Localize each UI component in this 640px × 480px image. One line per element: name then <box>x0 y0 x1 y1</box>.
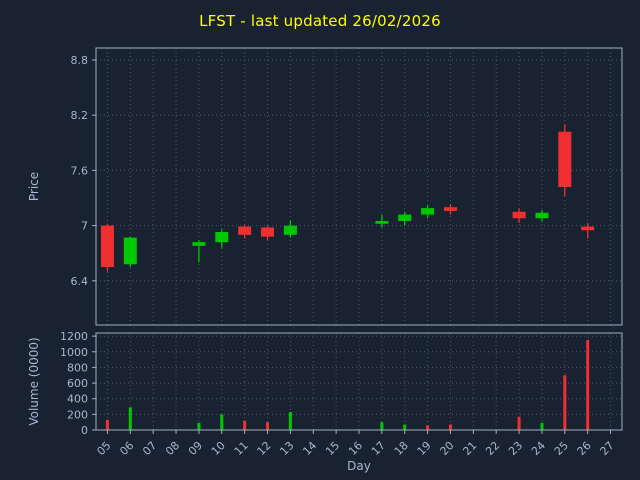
day-tick-label: 16 <box>346 439 365 458</box>
volume-tick-label: 800 <box>67 361 88 374</box>
candle-body <box>375 221 389 224</box>
volume-tick-label: 200 <box>67 408 88 421</box>
gridlines <box>106 48 612 325</box>
day-tick-label: 11 <box>232 439 251 458</box>
day-tick-label: 17 <box>369 439 388 458</box>
day-tick-label: 13 <box>277 439 296 458</box>
volume-tick-label: 1000 <box>60 346 88 359</box>
day-tick-label: 07 <box>140 439 159 458</box>
day-tick-label: 22 <box>483 439 502 458</box>
day-tick-label: 19 <box>415 439 434 458</box>
volume-bar <box>517 416 521 430</box>
volume-bar <box>380 422 384 430</box>
day-tick-label: 08 <box>163 439 182 458</box>
candle-body <box>238 226 252 235</box>
candle-body <box>283 225 297 235</box>
day-tick-label: 25 <box>552 439 571 458</box>
volume-tick-label: 400 <box>67 393 88 406</box>
candle-body <box>192 242 206 246</box>
volume-tick-label: 0 <box>81 424 88 437</box>
volume-bar <box>288 412 292 430</box>
price-tick-label: 8.2 <box>71 109 89 122</box>
day-tick-label: 09 <box>186 439 205 458</box>
volume-bar <box>586 340 590 430</box>
volume-bar <box>426 425 430 430</box>
candle-body <box>443 207 457 211</box>
volume-bar <box>266 422 270 430</box>
candle-body <box>512 211 526 219</box>
day-tick-label: 23 <box>506 439 525 458</box>
candle-body <box>100 225 114 268</box>
day-tick-label: 21 <box>460 439 479 458</box>
price-tick-label: 8.8 <box>71 54 89 67</box>
volume-bar <box>128 407 132 430</box>
day-tick-label: 10 <box>209 439 228 458</box>
volume-bar <box>563 375 567 430</box>
volume-tick-label: 600 <box>67 377 88 390</box>
day-tick-label: 15 <box>323 439 342 458</box>
volume-bar <box>197 422 201 430</box>
volume-bar <box>220 414 224 430</box>
day-tick-label: 27 <box>598 439 617 458</box>
panel-border <box>95 47 623 326</box>
day-axis-label: Day <box>347 459 371 473</box>
candle-body <box>398 214 412 222</box>
candles <box>100 124 595 272</box>
chart-title: LFST - last updated 26/02/2026 <box>199 12 441 30</box>
volume-bar <box>540 422 544 430</box>
price-tick-label: 7.6 <box>71 164 89 177</box>
gridlines <box>106 333 612 430</box>
volume-axis-label: Volume (0000) <box>27 337 41 425</box>
price-tick-label: 7 <box>81 220 88 233</box>
candle-body <box>123 237 137 265</box>
volume-bar <box>243 420 247 430</box>
candle-body <box>421 208 435 215</box>
candle-body <box>558 131 572 187</box>
volume-bar <box>448 424 452 430</box>
day-tick-label: 05 <box>94 439 113 458</box>
day-tick-label: 24 <box>529 439 548 458</box>
candle-body <box>535 212 549 219</box>
day-tick-label: 06 <box>117 439 136 458</box>
day-tick-label: 26 <box>575 439 594 458</box>
candle-body <box>581 226 595 231</box>
price-tick-label: 6.4 <box>71 275 89 288</box>
candle-body <box>261 227 275 237</box>
volume-tick-label: 1200 <box>60 330 88 343</box>
day-tick-label: 12 <box>255 439 274 458</box>
volume-bar <box>403 424 407 430</box>
day-tick-label: 14 <box>300 439 319 458</box>
price-axis-label: Price <box>27 172 41 201</box>
volume-bars <box>105 340 590 430</box>
day-tick-label: 20 <box>438 439 457 458</box>
day-tick-label: 18 <box>392 439 411 458</box>
candle-body <box>215 232 229 243</box>
volume-bar <box>105 419 109 430</box>
